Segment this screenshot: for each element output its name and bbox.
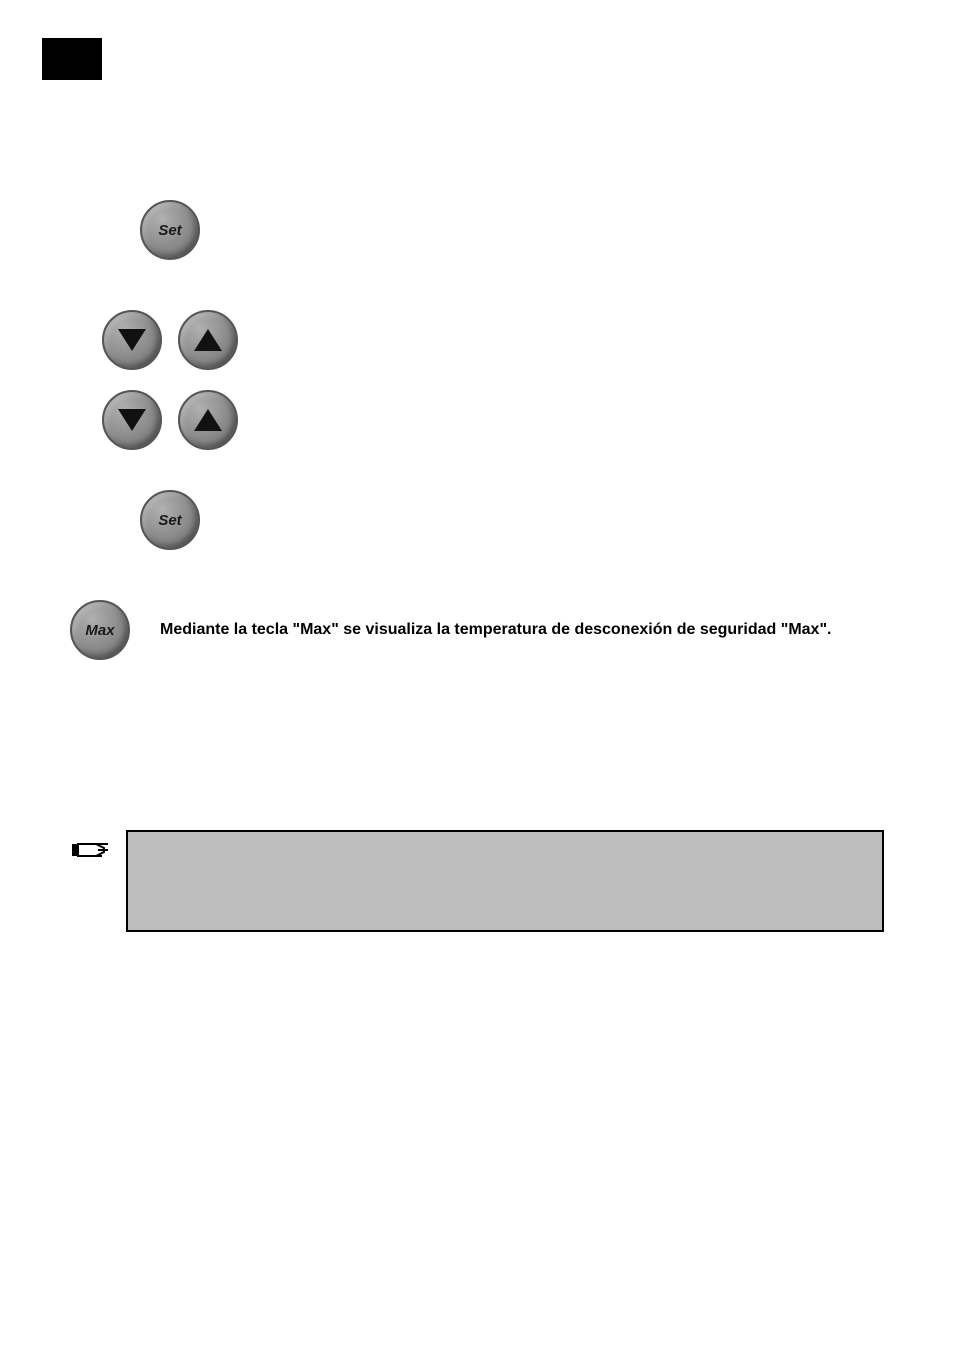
row-set-2: Set	[70, 490, 884, 550]
set-button[interactable]: Set	[140, 200, 200, 260]
note-box	[126, 830, 884, 932]
max-button-label: Max	[85, 622, 114, 639]
triangle-down-icon	[118, 409, 146, 431]
up-button[interactable]	[178, 310, 238, 370]
pointing-hand-icon	[70, 830, 114, 869]
button-column: Set	[70, 200, 270, 260]
note-row	[70, 830, 884, 932]
set-button[interactable]: Set	[140, 490, 200, 550]
max-button[interactable]: Max	[70, 600, 130, 660]
set-button-label: Set	[158, 222, 181, 239]
row-max: Max Mediante la tecla "Max" se visualiza…	[70, 600, 884, 660]
row-arrows-2	[70, 390, 884, 450]
up-button[interactable]	[178, 390, 238, 450]
triangle-up-icon	[194, 329, 222, 351]
page-corner-marker	[42, 38, 102, 80]
button-column	[70, 390, 270, 450]
triangle-up-icon	[194, 409, 222, 431]
button-column	[70, 310, 270, 370]
set-button-label: Set	[158, 512, 181, 529]
row-set-1: Set	[70, 200, 884, 260]
down-button[interactable]	[102, 390, 162, 450]
content-area: Set	[70, 200, 884, 932]
button-column: Max	[70, 600, 160, 660]
button-column: Set	[70, 490, 270, 550]
page: Set	[0, 0, 954, 1350]
triangle-down-icon	[118, 329, 146, 351]
row-arrows-1	[70, 310, 884, 370]
max-description: Mediante la tecla "Max" se visualiza la …	[160, 619, 884, 641]
down-button[interactable]	[102, 310, 162, 370]
